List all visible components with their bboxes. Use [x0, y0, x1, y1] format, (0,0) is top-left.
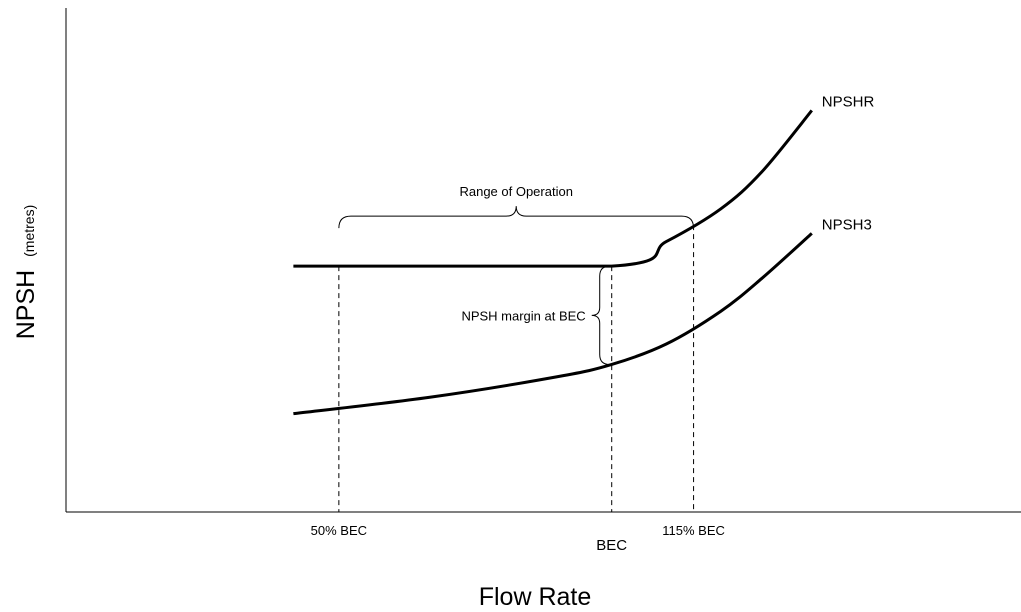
y-axis-label-main: NPSH [12, 270, 40, 339]
axis-labels: Flow Rate NPSH (metres) [12, 205, 591, 611]
annotations: Range of Operation NPSH margin at BEC [338, 184, 695, 365]
series-line-npshr [293, 109, 813, 268]
x-axis-label: Flow Rate [479, 583, 592, 611]
series-line-npsh3 [293, 232, 813, 416]
series-label-npsh3: NPSH3 [822, 216, 872, 233]
x-tick-label: 115% BEC [662, 523, 725, 538]
margin-brace [591, 265, 610, 365]
npsh-margin-label: NPSH margin at BEC [461, 308, 585, 323]
range-brace [338, 206, 695, 229]
x-tick-label: BEC [596, 537, 627, 554]
y-axis-label: NPSH (metres) [12, 205, 40, 340]
x-tick-label: 50% BEC [311, 523, 367, 538]
series-label-npshr: NPSHR [822, 93, 875, 110]
axes [65, 8, 1021, 513]
y-axis-label-unit: (metres) [21, 205, 37, 257]
guide-lines: 50% BEC BEC 115% BEC [311, 225, 725, 554]
range-of-operation-label: Range of Operation [459, 184, 572, 199]
series-group: NPSHR NPSH3 [293, 93, 875, 416]
